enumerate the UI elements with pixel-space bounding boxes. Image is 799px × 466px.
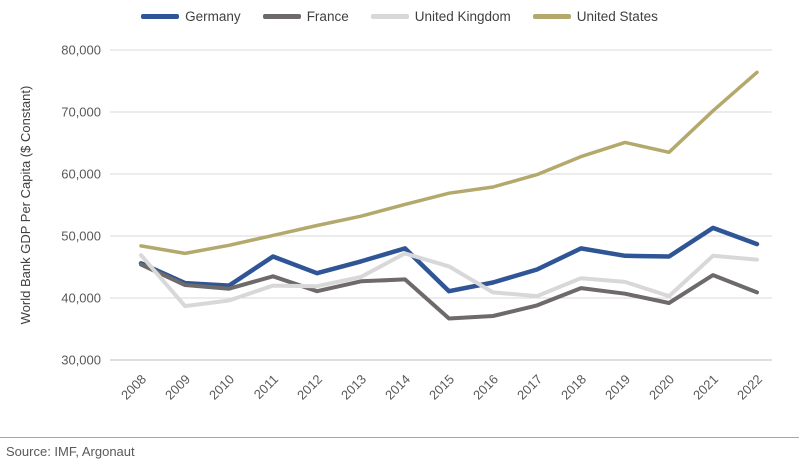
y-tick-label: 70,000 [61, 105, 101, 120]
x-tick-label: 2022 [734, 372, 765, 403]
source-note: Source: IMF, Argonaut [6, 444, 135, 459]
y-tick-label: 80,000 [61, 43, 101, 58]
legend-item-united-kingdom: United Kingdom [370, 9, 511, 24]
legend-item-germany: Germany [141, 9, 241, 24]
x-tick-label: 2015 [426, 372, 457, 403]
x-tick-label: 2020 [646, 372, 677, 403]
y-tick-label: 50,000 [61, 229, 101, 244]
legend-swatch-icon [370, 14, 409, 19]
series-line-united-kingdom [139, 251, 759, 309]
y-tick-label: 30,000 [61, 353, 101, 368]
legend-item-united-states: United States [532, 9, 658, 24]
x-tick-label: 2018 [558, 372, 589, 403]
y-axis-title: World Bank GDP Per Capita ($ Constant) [18, 86, 33, 325]
legend-swatch-icon [532, 14, 571, 19]
series-line-germany [138, 225, 760, 294]
x-tick-label: 2011 [251, 372, 281, 402]
x-tick-label: 2010 [206, 372, 237, 403]
x-tick-label: 2009 [162, 372, 193, 403]
legend-label: Germany [185, 9, 241, 24]
legend-label: France [306, 9, 349, 24]
y-tick-label: 40,000 [61, 291, 101, 306]
x-tick-label: 2021 [690, 372, 721, 403]
series-line-united-states [139, 70, 759, 256]
x-tick-label: 2012 [294, 372, 325, 403]
x-tick-label: 2016 [470, 372, 501, 403]
legend-swatch-icon [141, 14, 180, 19]
x-tick-label: 2017 [514, 372, 545, 403]
x-tick-label: 2014 [382, 372, 413, 403]
y-tick-label: 60,000 [61, 167, 101, 182]
legend-swatch-icon [262, 14, 301, 19]
legend-item-france: France [262, 9, 349, 24]
x-tick-label: 2013 [338, 372, 369, 403]
legend-label: United Kingdom [414, 9, 511, 24]
chart-legend: Germany France United Kingdom United States [0, 9, 799, 24]
x-tick-label: 2008 [118, 372, 149, 403]
series-line-france [139, 262, 759, 321]
chart-canvas: World Bank GDP Per Capita ($ Constant) 30… [18, 43, 772, 403]
footer-divider [0, 437, 799, 438]
legend-label: United States [576, 9, 658, 24]
x-tick-label: 2019 [602, 372, 633, 403]
